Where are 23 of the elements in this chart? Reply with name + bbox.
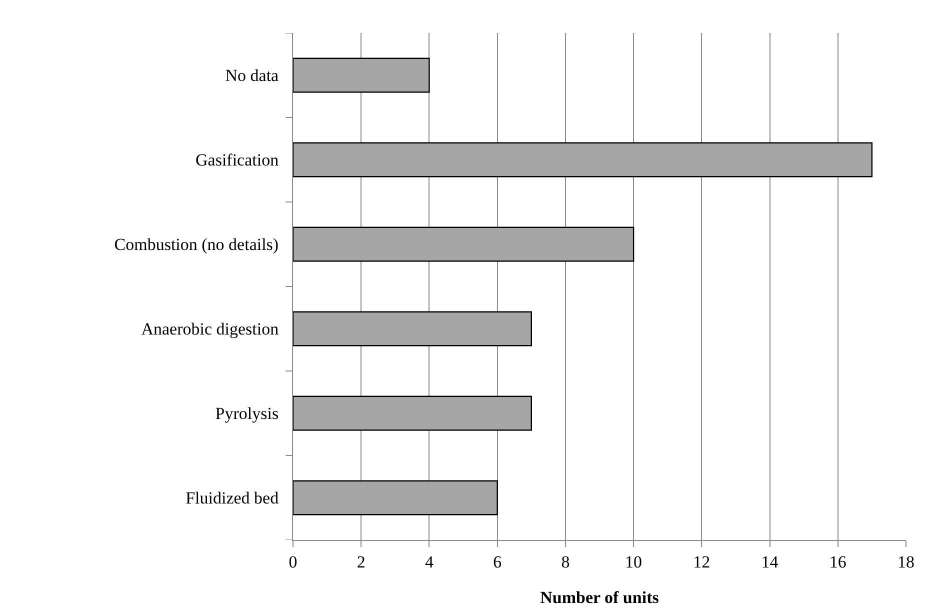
x-tick-label: 0: [288, 552, 298, 572]
bar: [293, 226, 634, 262]
bar: [293, 142, 873, 178]
y-tick-label: No data: [225, 66, 280, 86]
x-axis-title: Number of units: [540, 588, 660, 607]
y-tick-label: Pyrolysis: [215, 404, 279, 424]
x-tick-label: 2: [356, 552, 366, 572]
bar: [293, 58, 430, 93]
bar: [293, 480, 498, 516]
x-tick-label: 12: [693, 552, 710, 572]
bar: [293, 396, 532, 431]
x-tick-label: 8: [561, 552, 570, 572]
x-tick-label: 10: [625, 552, 642, 572]
x-tick-label: 4: [424, 552, 434, 572]
x-tick-label: 6: [493, 552, 502, 572]
y-tick-label: Anaerobic digestion: [141, 320, 280, 339]
y-tick-label: Combustion (no details): [114, 235, 279, 254]
bar: [293, 311, 532, 346]
y-tick-label: Gasification: [196, 150, 280, 170]
x-tick-label: 16: [829, 552, 846, 572]
x-tick-label: 14: [761, 552, 779, 572]
x-tick-label: 18: [898, 552, 914, 572]
y-tick-label: Fluidized bed: [186, 488, 280, 508]
